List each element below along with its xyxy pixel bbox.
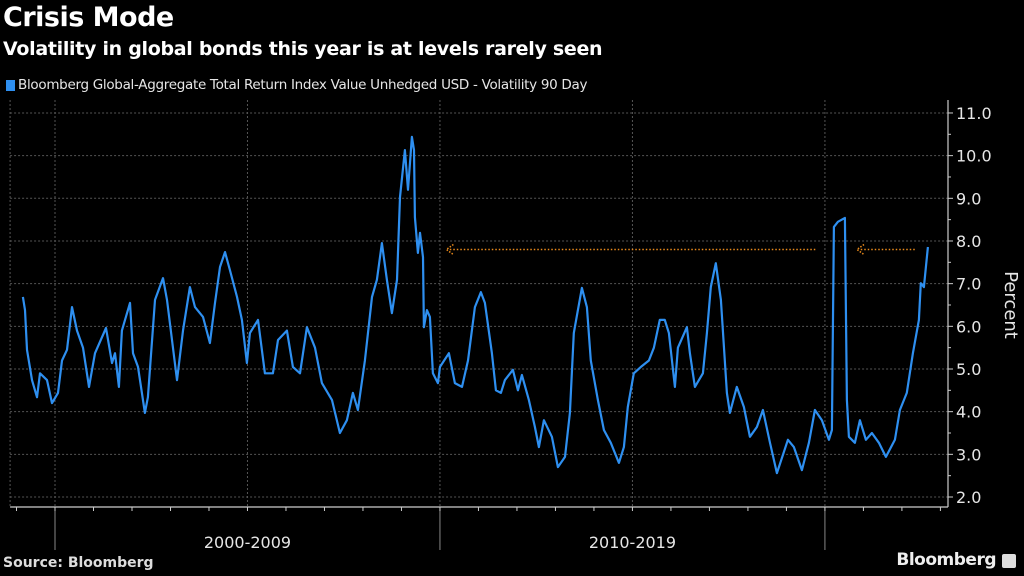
y-tick-label: 10.0 [956,147,992,166]
y-tick-label: 4.0 [956,403,981,422]
y-tick-label: 8.0 [956,232,981,251]
legend-label: Bloomberg Global-Aggregate Total Return … [18,77,588,93]
bloomberg-icon [1002,554,1016,568]
y-axis-label: Percent [1000,271,1021,339]
x-category-label: 2000-2009 [204,533,291,552]
y-tick-label: 7.0 [956,275,981,294]
source-note: Source: Bloomberg [3,555,154,571]
y-tick-label: 9.0 [956,189,981,208]
y-tick-label: 3.0 [956,445,981,464]
chart-subtitle: Volatility in global bonds this year is … [3,38,603,60]
y-tick-label: 6.0 [956,317,981,336]
series-line [21,135,929,475]
brand-logo: Bloomberg [896,550,996,570]
y-tick-label: 11.0 [956,104,992,123]
arrow-left-icon [855,243,865,256]
y-tick-label: 2.0 [956,488,981,507]
chart-title: Crisis Mode [3,2,174,33]
legend-swatch [6,79,15,91]
x-category-label: 2010-2019 [589,533,676,552]
y-tick-label: 5.0 [956,360,981,379]
legend: Bloomberg Global-Aggregate Total Return … [6,77,587,93]
